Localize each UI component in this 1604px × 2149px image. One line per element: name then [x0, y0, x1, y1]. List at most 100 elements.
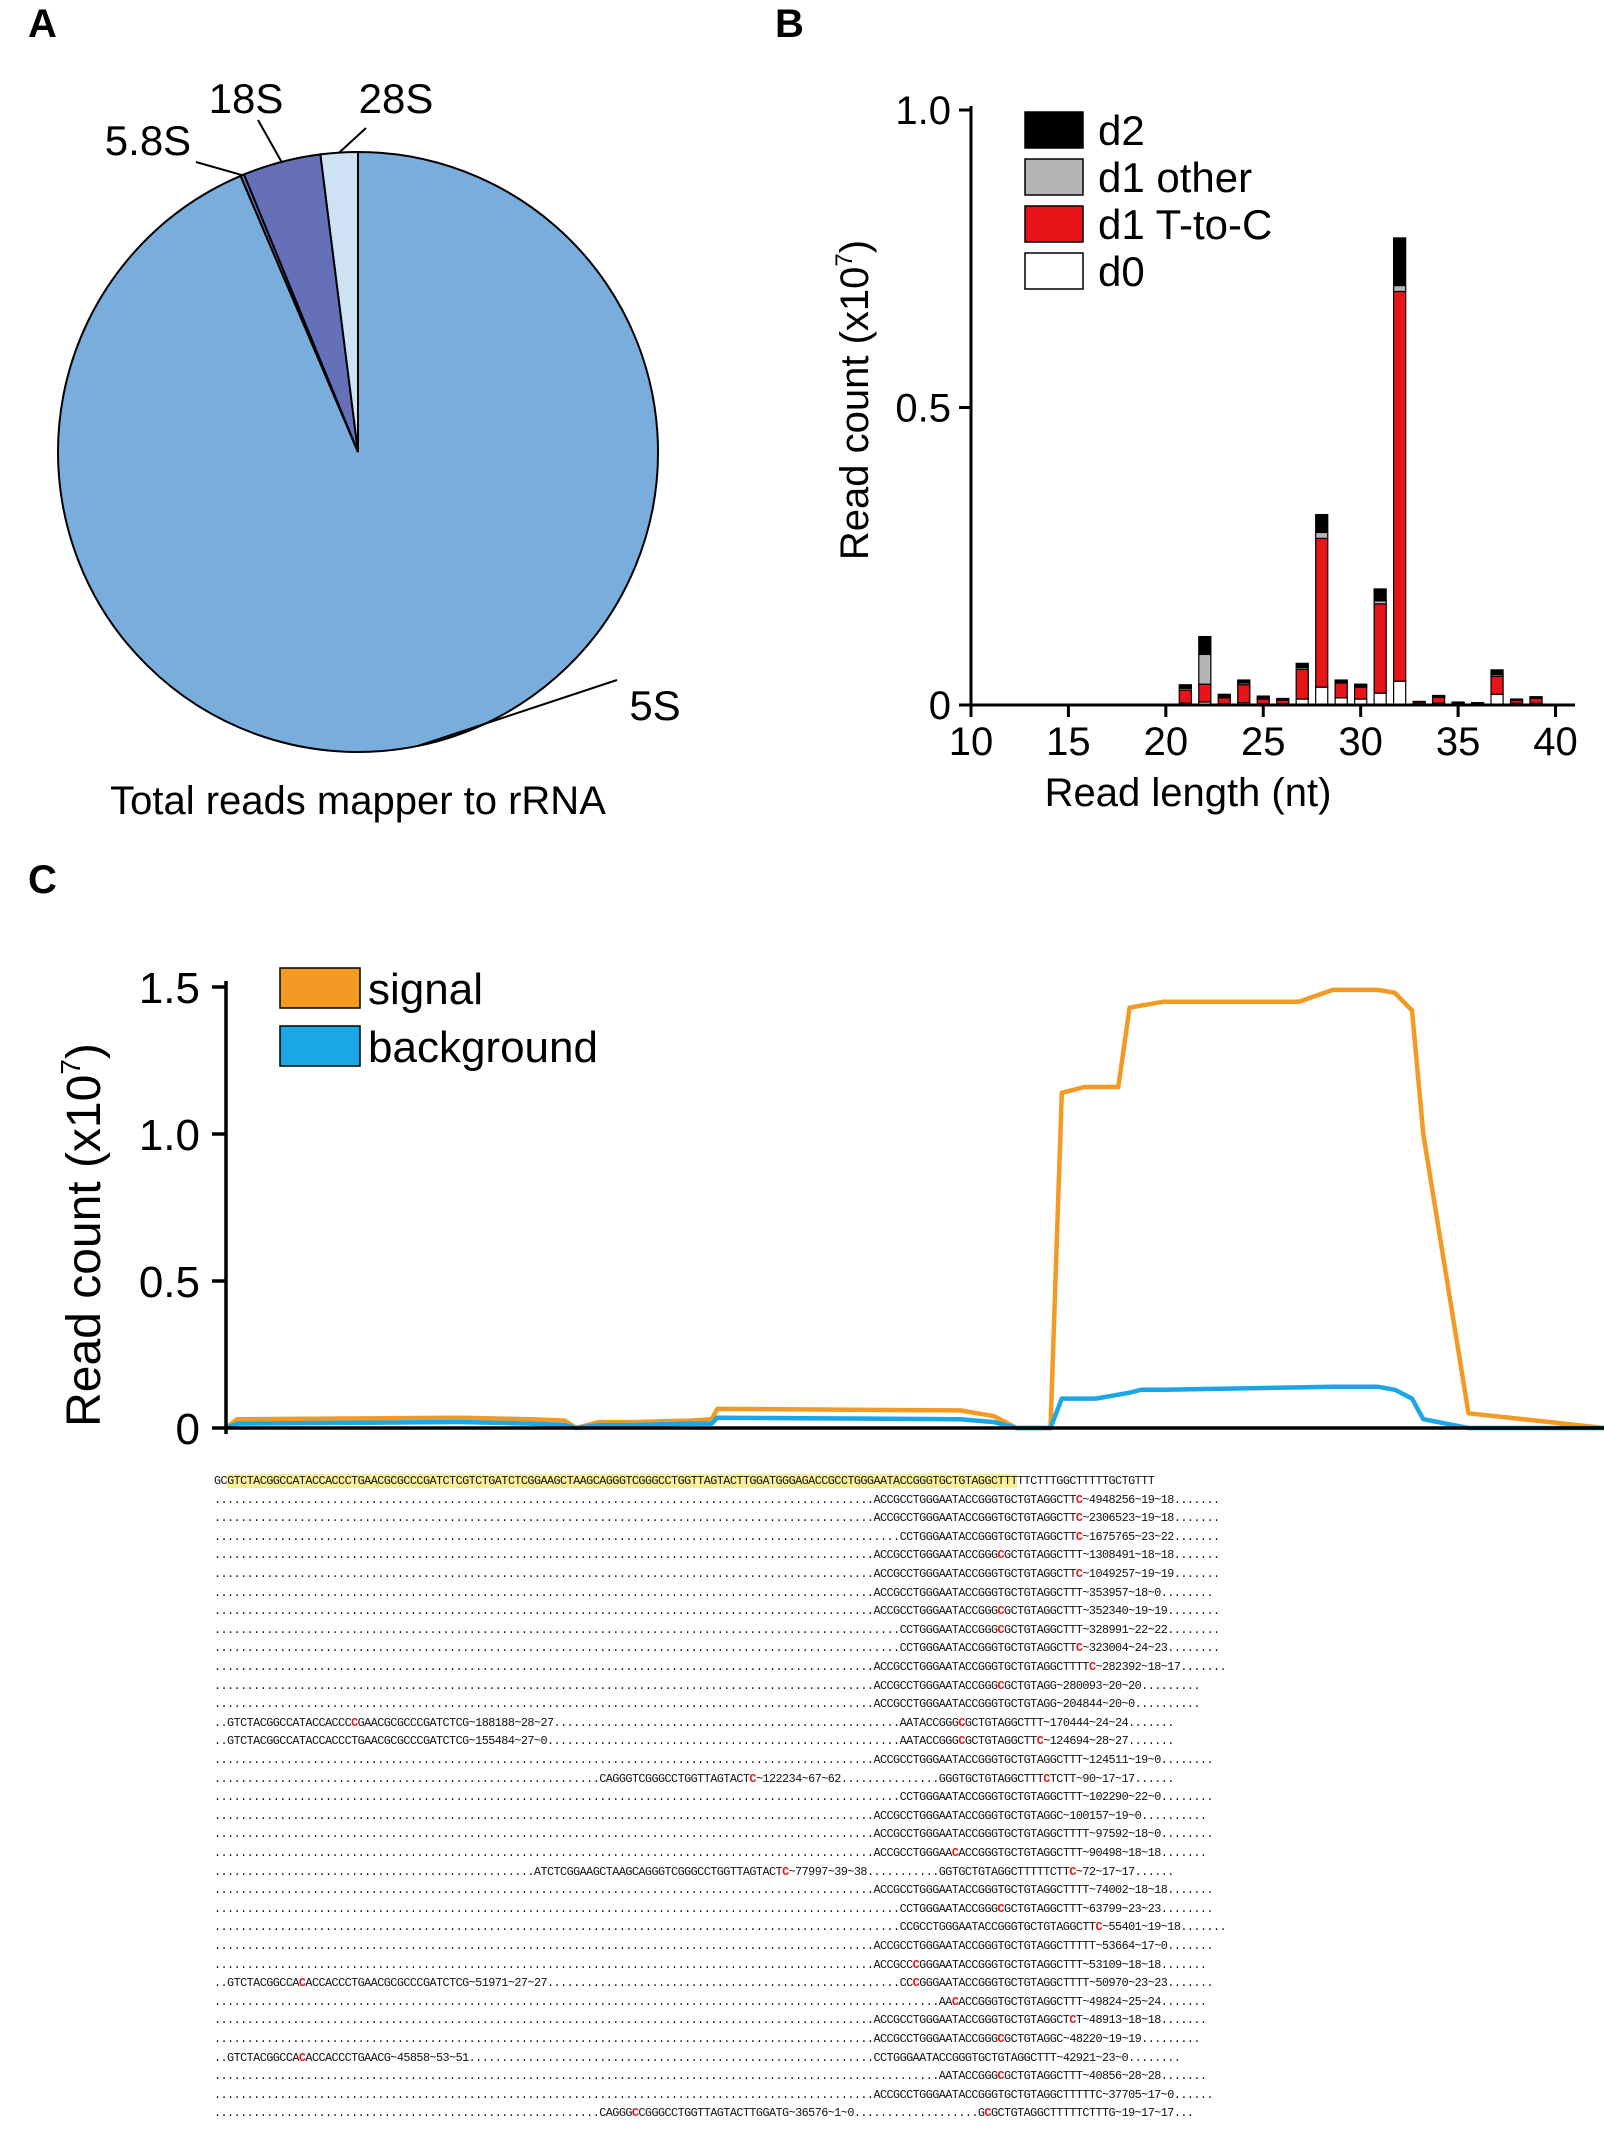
pie-slice-28s — [319, 150, 359, 453]
mismatch-base: C — [997, 1548, 1005, 1563]
aligned-read: ........................................… — [214, 1939, 1214, 1954]
panel-c-line-chart: 0 0.5 1.0 1.5 signal background Read count (… — [55, 964, 1604, 1454]
sequence-segment: GCTGTAGGCTTT~328991~22~22........ — [1004, 1622, 1220, 1637]
bar-segment-d2-28 — [1315, 513, 1329, 534]
bar-segment-d0-32 — [1393, 680, 1407, 706]
panel-label-a: A — [28, 2, 57, 46]
sequence-segment: ACCACCCTGAACGCGCCCGATCTCG~51971~27~27...… — [305, 1976, 913, 1991]
mismatch-base: C — [1075, 1511, 1083, 1526]
sequence-segment: ACCGGGTGCTGTAGGCTTT~90498~18~18....... — [958, 1846, 1207, 1860]
mismatch-base: C — [351, 1715, 358, 1730]
sequence-segment: GCTGTAGGCTTT~352340~19~19........ — [1004, 1604, 1220, 1619]
panel-label-c: C — [28, 858, 57, 902]
sequence-segment: ........................................… — [214, 1622, 998, 1637]
aligned-read: ........................................… — [214, 1679, 1200, 1694]
sequence-segment: ~72~17~17...... — [1075, 1864, 1175, 1879]
sequence-segment: ~323004~24~23........ — [1082, 1641, 1220, 1656]
pie-slices — [57, 150, 659, 753]
y-tick-label-1.0: 1.0 — [895, 89, 951, 133]
x-tick-label-10: 10 — [949, 720, 994, 764]
sequence-segment: ........................................… — [214, 1753, 1214, 1767]
pie-leader-5s — [417, 679, 618, 747]
y-axis-label-close: ) — [833, 240, 877, 253]
bar-segment-d1-t-to-c-24 — [1237, 684, 1251, 704]
sequence-segment: T~48913~18~18....... — [1075, 2013, 1207, 2028]
y-axis-label-text: Read count (x10 — [833, 267, 877, 561]
aligned-read: ........................................… — [214, 2087, 1214, 2103]
legend-label-d1-t-to-c: d1 T-to-C — [1098, 201, 1272, 248]
sequence-segment: ~1049257~19~19....... — [1082, 1567, 1220, 1581]
sequence-segment: ........................................… — [214, 1771, 750, 1786]
pie-label-18s: 18S — [209, 75, 284, 122]
sequence-segment: ........................................… — [214, 1641, 1076, 1656]
mismatch-base: C — [912, 1957, 920, 1972]
panel-a-pie-chart: 5S 5.8S 18S 28S Total reads mapper to rRNA — [57, 75, 681, 823]
aligned-read: ........................................… — [214, 1567, 1220, 1582]
legend-swatch-signal — [279, 967, 361, 1009]
x-tick-label-35: 35 — [1436, 720, 1481, 764]
aligned-read: ..GTCTACGGCCACACCACCCTGAACG~45858~53~51.… — [214, 2050, 1181, 2066]
sequence-segment: ........................................… — [214, 1697, 1200, 1712]
sequence-segment: ..GTCTACGGCCATACCACCC — [214, 1715, 352, 1730]
mismatch-base: C — [1095, 1920, 1102, 1935]
legend-label-signal: signal — [368, 965, 483, 1014]
x-axis-label: Read length (nt) — [1045, 771, 1332, 815]
pie-leader-18s — [257, 119, 283, 163]
bar-segment-d2-21 — [1178, 684, 1192, 689]
aligned-read: ..GTCTACGGCCATACCACCCCGAACGCGCCCGATCTCG~… — [214, 1716, 1174, 1731]
aligned-read: ........................................… — [214, 1623, 1220, 1638]
sequence-segment: GCTGTAGG~280093~20~20......... — [1004, 1678, 1200, 1693]
x-tick-label-20: 20 — [1144, 720, 1189, 764]
bar-segment-d2-38 — [1509, 698, 1524, 701]
axes: 10 15 20 25 30 35 40 0 0.5 1.0 — [895, 89, 1577, 764]
bar-segment-d2-27 — [1295, 662, 1309, 669]
sequence-segment: ~282392~18~17....... — [1095, 1660, 1227, 1674]
mismatch-base: C — [997, 1622, 1005, 1637]
y-tick-label-0.5: 0.5 — [139, 1258, 200, 1307]
aligned-read: ........................................… — [214, 1994, 1207, 2010]
sequence-segment: ........................................… — [214, 1529, 1076, 1544]
mismatch-base: C — [749, 1771, 756, 1786]
aligned-read: ........................................… — [214, 1660, 1227, 1675]
sequence-segment: ........................................… — [214, 1994, 952, 2009]
y-tick-label-0: 0 — [929, 684, 951, 728]
sequence-segment: ........................................… — [214, 2013, 1070, 2028]
axes: 0 0.5 1.0 1.5 — [139, 964, 1604, 1454]
aligned-read: ........................................… — [214, 1753, 1214, 1768]
mismatch-base: C — [997, 2032, 1005, 2046]
sequence-segment: ........................................… — [214, 1883, 1214, 1898]
bar-segment-d0-37 — [1490, 693, 1504, 706]
bar-segment-d2-30 — [1354, 683, 1368, 687]
aligned-read: ........................................… — [214, 1586, 1214, 1601]
y-axis-label-exponent: 7 — [831, 253, 858, 266]
x-tick-label-30: 30 — [1338, 720, 1383, 764]
aligned-read: ........................................… — [214, 1530, 1220, 1545]
sequence-segment: ACCACCCTGAACG~45858~53~51...............… — [305, 2050, 1181, 2065]
sequence-segment: ..GTCTACGGCCA — [214, 2050, 299, 2065]
mismatch-base: C — [1075, 1567, 1083, 1581]
sequence-segment: GAACGCGCCCGATCTCG~188188~28~27..........… — [357, 1715, 959, 1730]
sequence-segment: ACCGGGTGCTGTAGGCTTT~49824~25~24....... — [958, 1994, 1207, 2009]
mismatch-base: C — [1075, 1641, 1083, 1656]
y-tick-label-0.5: 0.5 — [895, 387, 951, 431]
bar-segment-d1-t-to-c-30 — [1354, 686, 1368, 700]
bar-segment-d2-24 — [1237, 679, 1251, 684]
sequence-segment: ~1675765~23~22....... — [1082, 1529, 1220, 1544]
bar-segment-d1-t-to-c-37 — [1490, 675, 1504, 695]
sequence-segment: ........................................… — [214, 1957, 913, 1972]
y-axis-label-close: ) — [58, 1043, 111, 1059]
sequence-segment: ........................................… — [214, 1678, 998, 1693]
sequence-segment: GCTGTAGGC~48220~19~19......... — [1004, 2032, 1200, 2046]
aligned-read: ..GTCTACGGCCACACCACCCTGAACGCGCCCGATCTCG~… — [214, 1976, 1214, 1991]
bar-segment-d2-34 — [1431, 694, 1446, 698]
aligned-read: ........................................… — [214, 1493, 1220, 1508]
sequence-segment: GGGAATACCGGGTGCTGTAGGCTTTT~50970~23~23..… — [919, 1976, 1214, 1991]
sequence-segment: ........................................… — [214, 2087, 1214, 2102]
panel-label-b: B — [775, 2, 804, 46]
sequence-segment: ........................................… — [214, 1492, 1076, 1507]
legend-swatch-background — [279, 1025, 361, 1067]
bar-segment-d2-29 — [1334, 679, 1348, 683]
y-axis-label-text: Read count (x10 — [58, 1075, 111, 1427]
bar-segment-d1-other-28 — [1315, 531, 1329, 540]
aligned-read: ........................................… — [214, 1865, 1174, 1880]
